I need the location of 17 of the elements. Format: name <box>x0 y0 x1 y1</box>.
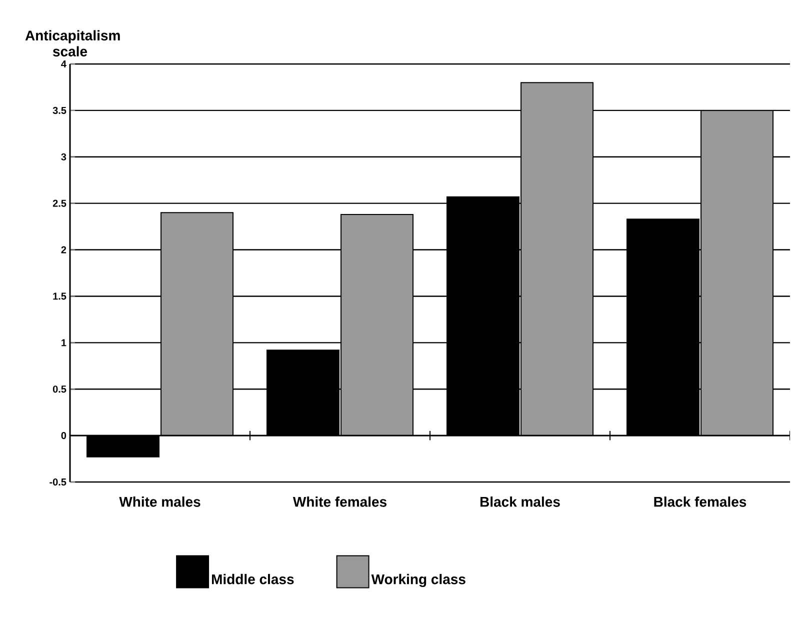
y-tick-label: 1 <box>62 339 66 346</box>
y-tick-label: 3 <box>61 153 66 160</box>
legend-label: Working class <box>371 574 466 588</box>
y-tick-label: -0.5 <box>50 478 66 486</box>
y-tick-label: 0 <box>61 432 66 440</box>
y-tick-label: 0.5 <box>52 386 66 393</box>
y-tick-label: 2 <box>61 246 66 254</box>
x-tick-label: Black females <box>654 496 746 507</box>
legend-label: Middle class <box>212 574 294 584</box>
x-tick-label: White females <box>292 496 386 507</box>
y-tick-label: 1.5 <box>53 292 66 300</box>
y-tick-label: 2.5 <box>52 200 66 207</box>
y-tick-label: 4 <box>61 60 66 68</box>
y-axis-title: Anticapitalism scale <box>25 30 120 56</box>
y-tick-label: 3.5 <box>52 106 66 114</box>
x-tick-label: White males <box>119 496 200 507</box>
x-tick-label: Black males <box>480 496 560 507</box>
